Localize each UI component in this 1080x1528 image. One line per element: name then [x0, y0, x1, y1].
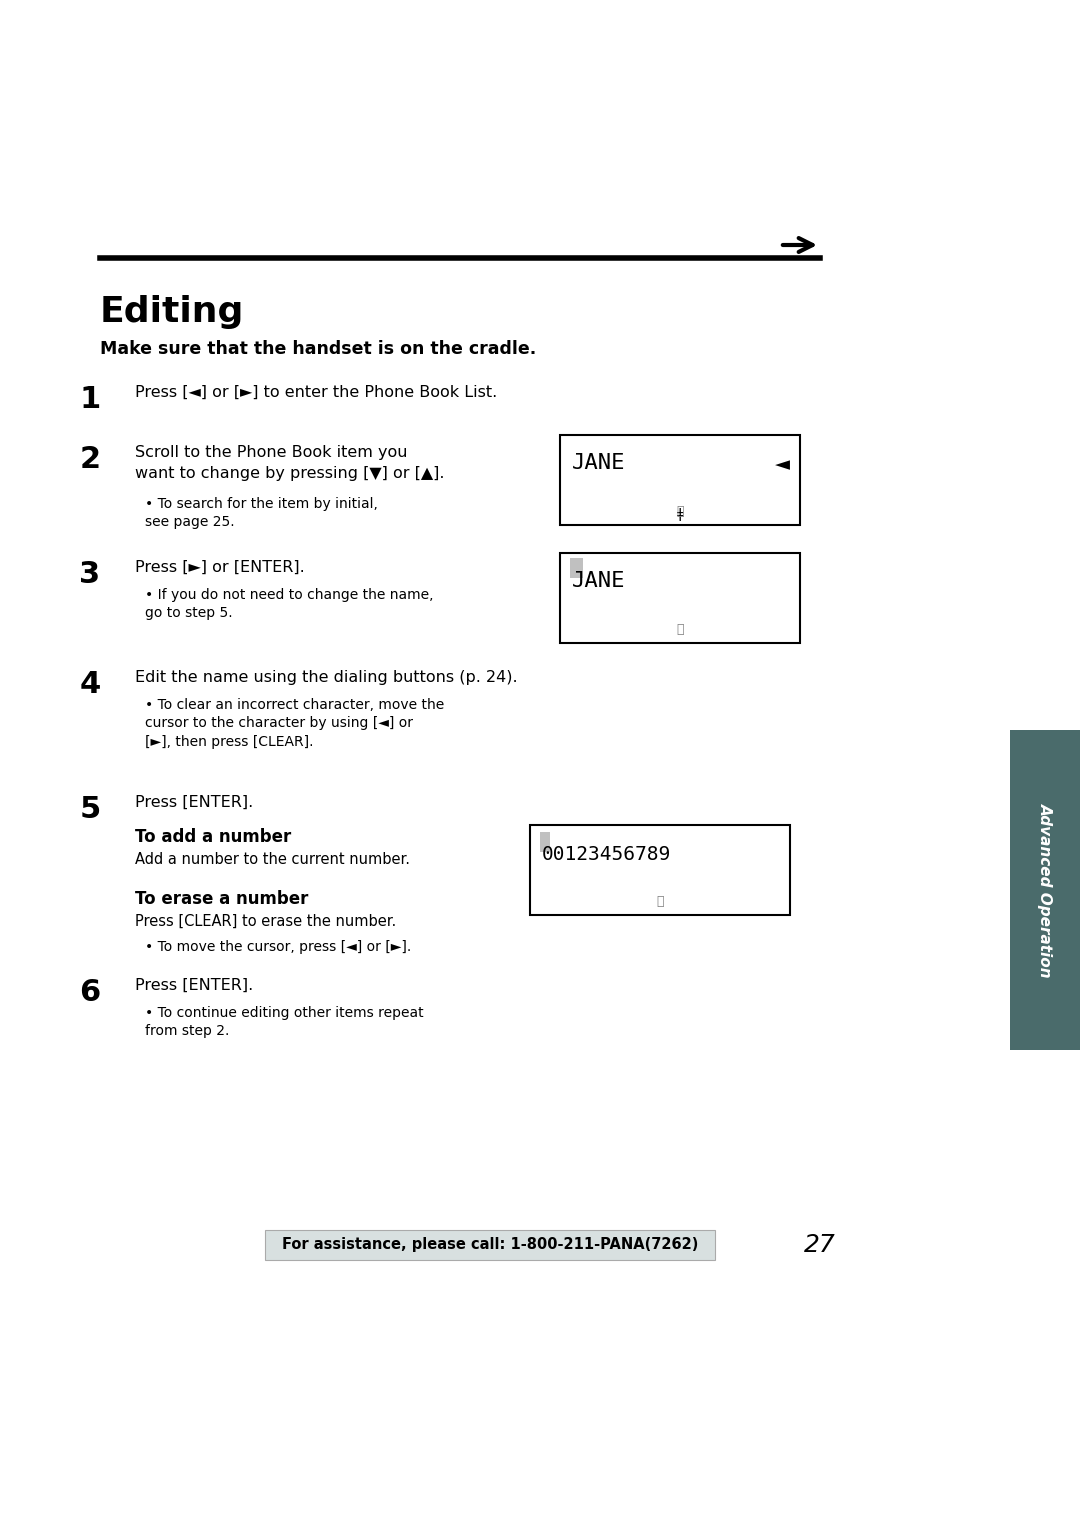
- Text: 27: 27: [805, 1233, 836, 1258]
- Text: ǂ: ǂ: [677, 507, 684, 521]
- Bar: [1010, 730, 1080, 1050]
- Text: 1: 1: [79, 385, 100, 414]
- Text: Make sure that the handset is on the cradle.: Make sure that the handset is on the cra…: [100, 341, 537, 358]
- Bar: [561, 553, 800, 643]
- Bar: [540, 833, 550, 853]
- Bar: [530, 825, 789, 915]
- Text: Scroll to the Phone Book item you
want to change by pressing [▼] or [▲].: Scroll to the Phone Book item you want t…: [135, 445, 445, 481]
- Text: Press [ENTER].: Press [ENTER].: [135, 795, 253, 810]
- Text: ◄: ◄: [774, 455, 789, 474]
- Text: Editing: Editing: [100, 295, 244, 329]
- Text: 00123456789: 00123456789: [542, 845, 672, 863]
- Text: • To search for the item by initial,
see page 25.: • To search for the item by initial, see…: [145, 497, 378, 529]
- Text: 3: 3: [80, 559, 100, 588]
- Text: • If you do not need to change the name,
go to step 5.: • If you do not need to change the name,…: [145, 588, 433, 620]
- Text: Press [►] or [ENTER].: Press [►] or [ENTER].: [135, 559, 305, 575]
- Text: 5: 5: [79, 795, 100, 824]
- Bar: [265, 1230, 715, 1261]
- Text: Add a number to the current number.: Add a number to the current number.: [135, 853, 410, 866]
- Text: 📖: 📖: [657, 895, 664, 908]
- Text: 2: 2: [80, 445, 100, 474]
- Text: 4: 4: [79, 669, 100, 698]
- Text: JANE: JANE: [572, 452, 625, 474]
- Bar: [561, 435, 800, 526]
- Text: For assistance, please call: 1-800-211-PANA(7262): For assistance, please call: 1-800-211-P…: [282, 1238, 698, 1253]
- Text: • To move the cursor, press [◄] or [►].: • To move the cursor, press [◄] or [►].: [145, 940, 411, 953]
- Text: Advanced Operation: Advanced Operation: [1038, 802, 1053, 978]
- Text: 📖: 📖: [676, 504, 684, 518]
- Text: To erase a number: To erase a number: [135, 889, 309, 908]
- Text: 📖: 📖: [676, 623, 684, 636]
- Text: JANE: JANE: [572, 571, 625, 591]
- Text: 6: 6: [79, 978, 100, 1007]
- Text: • To clear an incorrect character, move the
cursor to the character by using [◄]: • To clear an incorrect character, move …: [145, 698, 444, 749]
- Text: Edit the name using the dialing buttons (p. 24).: Edit the name using the dialing buttons …: [135, 669, 517, 685]
- Text: Press [CLEAR] to erase the number.: Press [CLEAR] to erase the number.: [135, 914, 396, 929]
- Text: • To continue editing other items repeat
from step 2.: • To continue editing other items repeat…: [145, 1005, 423, 1039]
- Text: To add a number: To add a number: [135, 828, 292, 847]
- Bar: [570, 558, 583, 578]
- Text: Press [◄] or [►] to enter the Phone Book List.: Press [◄] or [►] to enter the Phone Book…: [135, 385, 497, 400]
- Text: Press [ENTER].: Press [ENTER].: [135, 978, 253, 993]
